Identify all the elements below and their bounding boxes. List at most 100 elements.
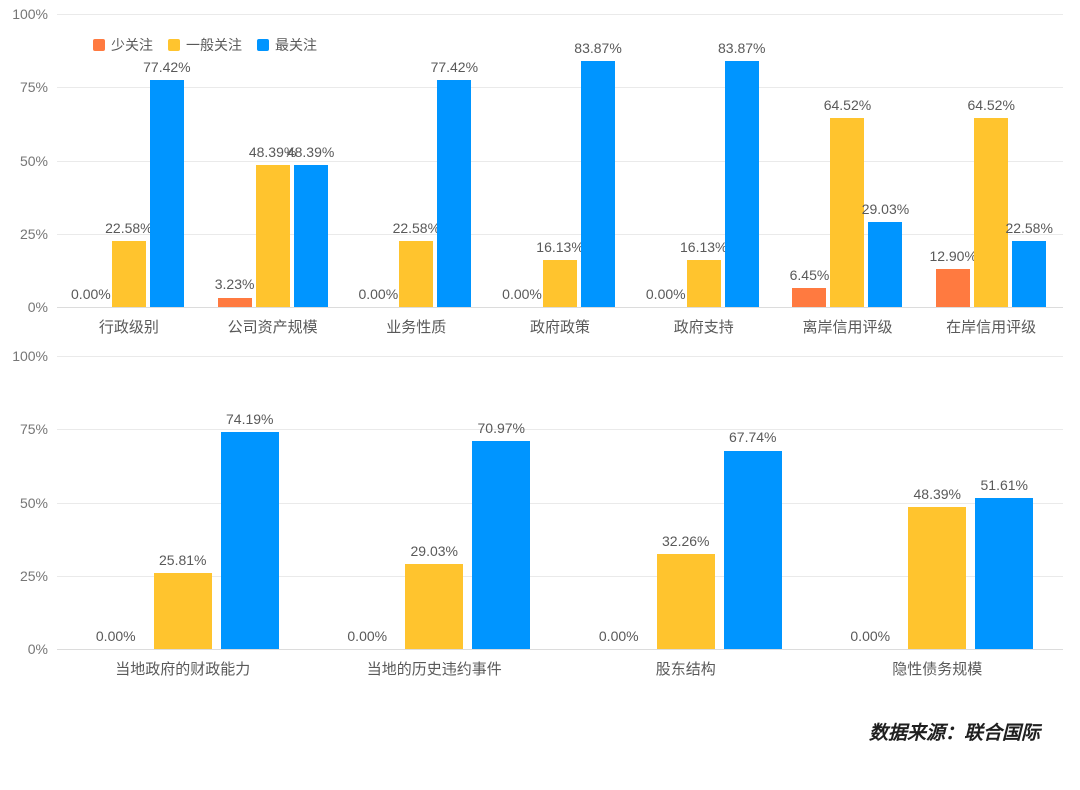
gridline-0: [57, 649, 1063, 650]
bar-slot-most-concern: 77.42%: [143, 59, 191, 307]
bar-group: 0.00% 16.13% 83.87%: [488, 14, 632, 307]
bar-slot-general-concern: 25.81%: [153, 552, 212, 649]
value-label: 77.42%: [430, 59, 479, 76]
y-axis-tick-label: 50%: [19, 494, 48, 511]
category-label: 在岸信用评级: [946, 319, 1037, 336]
bar-general-concern: [656, 554, 715, 649]
bar-general-concern: [686, 259, 721, 307]
bar-slot-most-concern: 22.58%: [1005, 220, 1053, 307]
y-axis-tick-label: 75%: [19, 79, 48, 96]
bar-slot-most-concern: 48.39%: [287, 144, 334, 307]
bar-slot-general-concern: 48.39%: [908, 486, 967, 649]
value-label: 77.42%: [143, 59, 191, 76]
category-label: 离岸信用评级: [802, 319, 893, 336]
value-label: 48.39%: [286, 144, 335, 161]
bar-slot-most-concern: 77.42%: [431, 59, 478, 307]
bar-most-concern: [975, 497, 1034, 649]
y-axis-tick-label: 75%: [19, 421, 48, 438]
value-label: 3.23%: [214, 276, 255, 293]
bar-slot-general-concern: 29.03%: [405, 542, 464, 649]
bar-slot-general-concern: 22.58%: [105, 220, 153, 307]
y-axis-tick-label: 0%: [27, 299, 48, 315]
value-label: 22.58%: [1005, 219, 1053, 236]
bar-most-concern: [581, 61, 616, 307]
bar-slot-most-concern: 67.74%: [723, 429, 782, 649]
bottom-chart-plot: 100% 75% 50% 25% 0% 0.00% 25.81% 74.19% 0.00% 29.…: [12, 349, 1064, 656]
bar-slot-less-concern: 3.23%: [214, 276, 255, 307]
legend-label: 最关注: [275, 37, 317, 53]
value-label: 74.19%: [226, 410, 274, 427]
bar-most-concern: [437, 80, 472, 307]
bar-general-concern: [111, 240, 146, 307]
category-label: 公司资产规模: [227, 319, 318, 336]
value-label: 6.45%: [789, 267, 830, 284]
bar-slot-less-concern: 12.90%: [929, 248, 977, 307]
value-label: 0.00%: [850, 627, 891, 644]
top-chart-x-axis: 行政级别 公司资产规模 业务性质 政府政策 政府支持 离岸信用评级 在岸信用评级: [57, 307, 1063, 340]
bar-group: 0.00% 29.03% 70.97%: [309, 356, 561, 649]
bar-group: 6.45% 64.52% 29.03%: [776, 14, 920, 307]
bar-general-concern: [830, 117, 865, 307]
legend-swatch-less-concern: [93, 39, 105, 51]
bar-slot-less-concern: 0.00%: [502, 285, 542, 307]
bar-group: 12.90% 64.52% 22.58%: [919, 14, 1063, 307]
bar-slot-most-concern: 29.03%: [862, 201, 909, 307]
top-chart-plot: 少关注 一般关注 最关注 100% 75% 50% 25% 0% 0.00% 22.58% 77.…: [12, 7, 1063, 314]
bar-slot-less-concern: 0.00%: [87, 628, 145, 649]
bar-group: 0.00% 48.39% 51.61%: [812, 356, 1064, 649]
bar-groups: 0.00% 22.58% 77.42% 3.23% 48.39% 48.39% 0.00% 2…: [57, 14, 1063, 307]
bar-slot-most-concern: 83.87%: [574, 40, 622, 307]
gridline-50: [57, 160, 1063, 162]
bar-slot-general-concern: 16.13%: [536, 239, 584, 307]
value-label: 48.39%: [913, 486, 961, 503]
bar-general-concern: [255, 165, 290, 307]
bar-general-concern: [908, 507, 967, 649]
category-label: 政府政策: [530, 319, 591, 336]
value-label: 16.13%: [536, 238, 584, 255]
bar-most-concern: [868, 221, 903, 307]
category-label: 业务性质: [386, 319, 447, 336]
legend-label: 少关注: [111, 37, 153, 53]
legend-swatch-most-concern: [257, 39, 269, 51]
bar-most-concern: [723, 450, 782, 649]
y-axis-tick-label: 25%: [19, 567, 48, 584]
bar-slot-less-concern: 0.00%: [590, 628, 648, 649]
bar-slot-less-concern: 0.00%: [841, 628, 899, 649]
value-label: 29.03%: [861, 200, 910, 217]
value-label: 48.39%: [248, 144, 297, 161]
bar-slot-most-concern: 74.19%: [220, 410, 279, 649]
value-label: 12.90%: [929, 248, 977, 265]
value-label: 0.00%: [598, 627, 639, 644]
bar-less-concern: [936, 269, 971, 307]
legend: 少关注 一般关注 最关注: [93, 35, 317, 55]
bar-general-concern: [399, 240, 434, 307]
value-label: 0.00%: [71, 285, 111, 302]
bar-slot-general-concern: 64.52%: [824, 97, 871, 307]
bar-group: 0.00% 25.81% 74.19%: [57, 356, 309, 649]
bar-slot-less-concern: 0.00%: [71, 285, 111, 307]
category-label: 行政级别: [98, 319, 159, 336]
gridline-75: [57, 429, 1063, 431]
bottom-chart: 100% 75% 50% 25% 0% 0.00% 25.81% 74.19% 0.00% 29.…: [0, 349, 1080, 682]
value-label: 0.00%: [502, 285, 542, 302]
bottom-chart-x-axis: 当地政府的财政能力 当地的历史违约事件 股东结构 隐性债务规模: [57, 649, 1063, 682]
value-label: 32.26%: [662, 533, 710, 550]
legend-item-general-concern: 一般关注: [168, 35, 242, 55]
bar-slot-general-concern: 16.13%: [680, 239, 727, 307]
value-label: 64.52%: [823, 96, 872, 113]
value-label: 22.58%: [392, 219, 441, 236]
value-label: 70.97%: [477, 419, 525, 436]
bar-less-concern: [217, 297, 252, 307]
y-axis-tick-label: 100%: [12, 348, 48, 364]
bar-slot-less-concern: 0.00%: [358, 286, 398, 307]
y-axis-tick-label: 100%: [12, 6, 48, 22]
bar-slot-less-concern: 6.45%: [790, 267, 829, 307]
bar-slot-general-concern: 48.39%: [249, 144, 296, 307]
bar-general-concern: [405, 563, 464, 649]
value-label: 51.61%: [980, 476, 1028, 493]
value-label: 29.03%: [410, 542, 458, 559]
y-axis-tick-label: 50%: [19, 152, 48, 169]
bar-general-concern: [974, 117, 1009, 307]
gridline-100: [57, 356, 1063, 357]
bar-group: 0.00% 22.58% 77.42%: [57, 14, 201, 307]
